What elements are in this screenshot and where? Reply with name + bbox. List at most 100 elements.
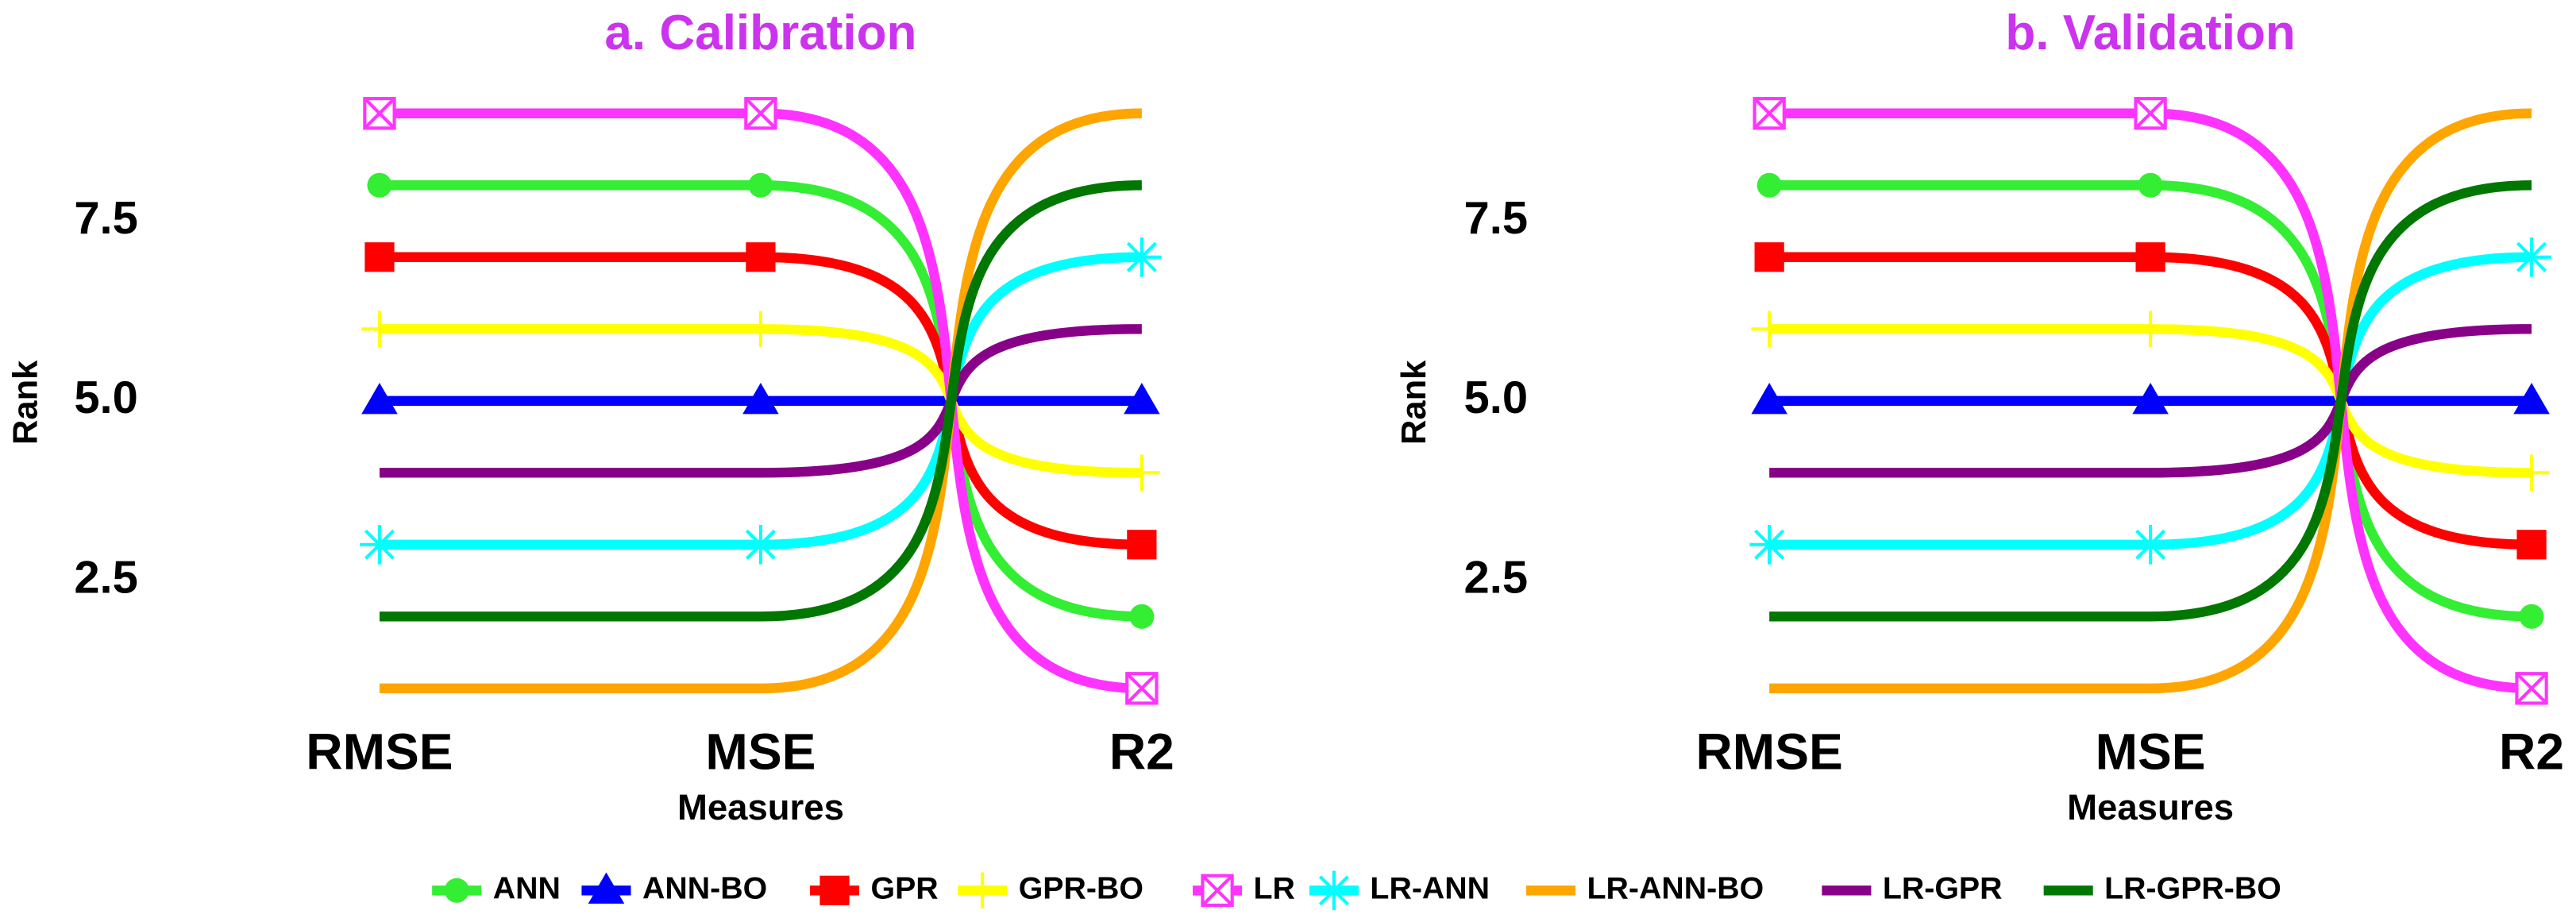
marker-stroke [744,97,777,129]
marker [361,383,398,415]
marker-triangle [588,872,625,904]
x-axis-label: Measures [677,787,844,827]
marker [367,172,392,198]
marker-stroke [2515,672,2548,704]
legend: ANN ANN-BO GPR GPR-BO LR LR-ANN LR-ANN-BO LR-GP… [432,870,2281,911]
panel: b. Validation 2.5 5.0 7.5 Rank RMSE MSE R2 Measu… [1395,6,2564,827]
marker-triangle [361,383,398,415]
legend-item: ANN [432,871,561,906]
marker-square [819,875,850,905]
y-axis-label: Rank [7,360,45,445]
marker [2132,311,2169,348]
marker-square [2516,530,2547,560]
y-tick-label: 2.5 [74,552,138,603]
marker [742,311,779,348]
marker-stroke [2135,529,2166,560]
x-tick-label: RMSE [1696,723,1843,781]
legend-label: LR [1254,871,1295,906]
x-tick-label: MSE [705,723,816,781]
marker [1749,524,1789,565]
legend-item: ANN-BO [581,871,767,906]
marker-circle [2519,604,2544,629]
marker [1754,242,1784,272]
legend-label: GPR-BO [1019,871,1143,906]
marker-square [746,242,776,272]
marker [964,872,1001,909]
marker [748,172,773,198]
x-axis-label: Measures [2067,787,2234,827]
legend-item: LR-ANN-BO [1525,871,1764,906]
marker-triangle [2513,383,2550,415]
marker-square [364,242,395,272]
legend-label: ANN [493,871,561,906]
marker [1201,874,1234,907]
marker [2135,242,2165,272]
marker [2138,172,2163,198]
legend-item: GPR-BO [958,871,1143,909]
marker-stroke [364,529,395,560]
marker [746,242,776,272]
marker-stroke [2516,241,2547,272]
marker [1124,383,1160,415]
legend-item: LR-ANN [1309,870,1490,911]
marker [2515,672,2548,705]
marker [2512,237,2551,277]
y-tick-label: 7.5 [1464,193,1529,244]
y-tick-label: 5.0 [1464,372,1529,423]
legend-item: GPR [809,871,939,906]
legend-item: LR-GPR-BO [2043,871,2281,906]
marker [1314,870,1354,911]
y-tick-label: 2.5 [1464,552,1529,603]
marker-stroke [1753,97,1786,129]
marker [744,97,777,130]
x-tick-label: R2 [2499,723,2564,781]
marker [444,878,469,903]
marker [2134,97,2167,130]
marker [588,872,625,904]
marker-stroke [363,97,396,129]
y-tick-label: 7.5 [74,193,138,244]
legend-label: LR-GPR-BO [2104,871,2281,906]
marker [1753,97,1786,130]
legend-label: GPR [871,871,939,906]
marker-circle [1129,604,1155,629]
marker-stroke [2134,97,2167,129]
marker [1122,237,1162,277]
marker-square [1754,242,1784,272]
marker-stroke [1318,875,1349,906]
x-tick-label: R2 [1109,723,1174,781]
marker-square [2135,242,2165,272]
marker-circle [444,878,469,903]
marker [1125,672,1159,705]
marker-triangle [742,383,779,415]
legend-item: LR [1193,871,1295,907]
marker [1751,383,1787,415]
legend-label: LR-ANN-BO [1587,871,1764,906]
marker [1124,454,1160,492]
marker-stroke [745,529,776,560]
marker-triangle [1124,383,1160,415]
legend-label: LR-GPR [1883,871,2003,906]
marker [361,311,398,348]
marker [2132,383,2169,415]
marker [2519,604,2544,629]
chart-title: a. Calibration [604,6,916,60]
y-tick-label: 5.0 [74,372,138,423]
marker-triangle [1751,383,1787,415]
marker-circle [367,172,392,198]
marker [2513,383,2550,415]
marker-circle [2138,172,2163,198]
legend-label: ANN-BO [642,871,767,906]
marker [2513,454,2550,492]
marker [1127,530,1157,560]
marker [1751,311,1787,348]
series-line [1769,180,2532,622]
marker [2516,530,2547,560]
marker [1129,604,1155,629]
x-tick-label: MSE [2096,723,2206,781]
marker [742,383,779,415]
marker [360,524,399,565]
marker-triangle [2132,383,2169,415]
marker [819,875,850,905]
